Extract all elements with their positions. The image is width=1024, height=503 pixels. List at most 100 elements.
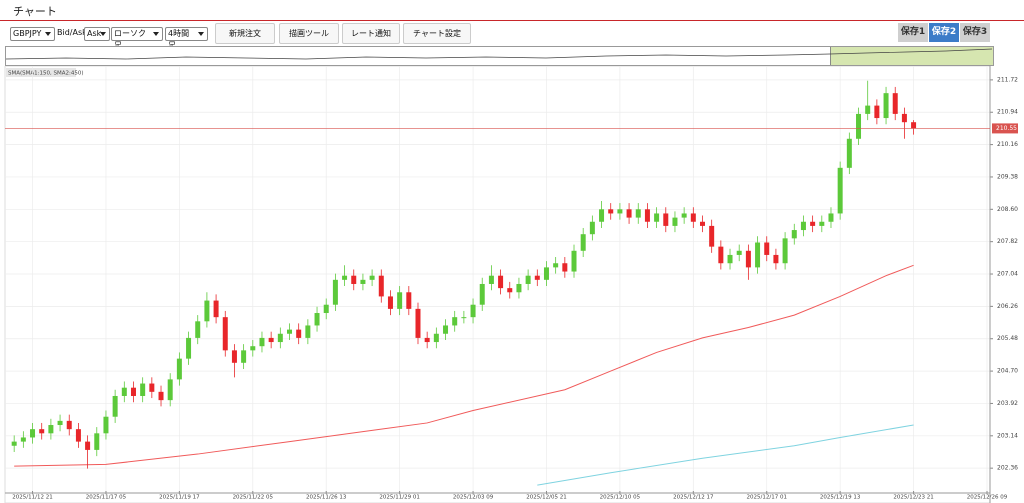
- candle-body: [85, 441, 91, 450]
- save-button[interactable]: 保存2: [929, 23, 959, 42]
- candle-body: [20, 437, 26, 442]
- y-tick-label: 202.36: [997, 465, 1018, 472]
- candle-body: [727, 254, 733, 264]
- candle-body: [277, 333, 283, 343]
- x-tick-label: 2025/11/22 05: [233, 495, 274, 501]
- candle-body: [883, 93, 889, 119]
- candle-body: [810, 221, 816, 226]
- timeframe-select[interactable]: 4時間足: [165, 27, 208, 50]
- chart-settings-button[interactable]: チャート設定: [403, 23, 471, 44]
- candle-body: [709, 225, 715, 247]
- y-tick-label: 203.92: [997, 400, 1018, 407]
- candle-body: [167, 379, 173, 401]
- sma-line: [14, 264, 914, 467]
- candle-body: [158, 391, 164, 401]
- candle-body: [599, 209, 605, 222]
- page-title: チャート: [13, 5, 57, 18]
- candle-body: [94, 433, 100, 450]
- candle-body: [222, 317, 228, 351]
- candle-body: [195, 321, 201, 338]
- save-button[interactable]: 保存3: [960, 23, 990, 42]
- y-tick-label: 207.04: [997, 271, 1018, 278]
- candle-body: [378, 275, 384, 297]
- x-tick-label: 2025/12/26 09: [967, 495, 1008, 501]
- candle-body: [57, 420, 63, 426]
- y-tick-label: 211.72: [997, 76, 1018, 83]
- save-button[interactable]: 保存1: [898, 23, 928, 42]
- candle-body: [176, 358, 182, 380]
- candle-body: [213, 300, 219, 318]
- candle-body: [39, 429, 45, 434]
- candle-body: [690, 213, 696, 222]
- drawing-tool-button[interactable]: 描画ツール: [279, 23, 339, 44]
- candle-body: [11, 441, 17, 446]
- candle-body: [736, 250, 742, 255]
- x-tick-label: 2025/11/29 01: [379, 495, 419, 501]
- candle-body: [461, 317, 467, 319]
- plot-area: [4, 66, 991, 503]
- candle-body: [837, 167, 843, 214]
- candle-body: [498, 275, 504, 289]
- sma-line: [537, 424, 914, 486]
- candle-body: [30, 429, 36, 438]
- x-tick-label: 2025/12/23 21: [893, 495, 933, 501]
- price-side-label: Bid/Ask: [57, 28, 87, 37]
- candle-body: [654, 213, 660, 222]
- candle-body: [112, 395, 118, 417]
- y-tick-label: 208.60: [997, 206, 1018, 213]
- y-tick-label: 210.16: [997, 141, 1018, 148]
- candle-body: [525, 275, 531, 284]
- candle-body: [103, 416, 109, 434]
- candle-body: [782, 238, 788, 264]
- rate-alert-button[interactable]: レート通知: [342, 23, 400, 44]
- price-side-select[interactable]: Ask: [84, 27, 110, 41]
- candle-body: [543, 267, 549, 280]
- candle-body: [75, 429, 81, 442]
- candle-body: [149, 383, 155, 392]
- indicator-label: SMA(SMA1:150, SMA2:450): [8, 71, 84, 77]
- x-tick-label: 2025/12/03 09: [453, 495, 494, 501]
- candle-body: [479, 283, 485, 305]
- candle-body: [764, 242, 770, 255]
- symbol-select[interactable]: GBPJPY: [10, 27, 55, 41]
- candle-body: [443, 325, 449, 334]
- candle-body: [360, 279, 366, 284]
- navigator-window[interactable]: [830, 47, 993, 65]
- x-tick-label: 2025/11/12 21: [12, 495, 52, 501]
- candle-body: [745, 250, 751, 268]
- x-tick-label: 2025/12/10 05: [600, 495, 641, 501]
- candle-body: [48, 425, 54, 434]
- x-tick-label: 2025/11/19 17: [159, 495, 200, 501]
- candle-body: [644, 209, 650, 222]
- chart-style-select[interactable]: ローソク足: [111, 27, 163, 50]
- candle-body: [699, 221, 705, 226]
- candle-body: [856, 113, 862, 139]
- candle-body: [287, 329, 293, 334]
- candle-body: [608, 209, 614, 214]
- candle-body: [892, 93, 898, 114]
- candle-body: [424, 337, 430, 343]
- candle-body: [66, 420, 72, 430]
- candle-body: [571, 250, 577, 272]
- y-tick-label: 203.14: [997, 432, 1018, 439]
- new-order-button[interactable]: 新規注文: [215, 23, 275, 44]
- x-tick-label: 2025/11/26 13: [306, 495, 347, 501]
- candle-body: [186, 337, 192, 359]
- candle-body: [626, 209, 632, 218]
- candle-body: [800, 221, 806, 231]
- candle-body: [755, 242, 761, 268]
- candle-body: [846, 138, 852, 168]
- candle-body: [314, 313, 320, 326]
- y-tick-label: 207.82: [997, 238, 1018, 245]
- candle-body: [406, 292, 412, 309]
- x-tick-label: 2025/12/05 21: [526, 495, 566, 501]
- candle-body: [874, 105, 880, 119]
- y-tick-label: 206.26: [997, 303, 1018, 310]
- header: チャート: [0, 0, 1024, 21]
- candle-body: [231, 350, 237, 363]
- x-tick-label: 2025/12/12 17: [673, 495, 714, 501]
- candle-body: [819, 221, 825, 226]
- candle-body: [121, 387, 127, 396]
- candle-body: [296, 329, 302, 338]
